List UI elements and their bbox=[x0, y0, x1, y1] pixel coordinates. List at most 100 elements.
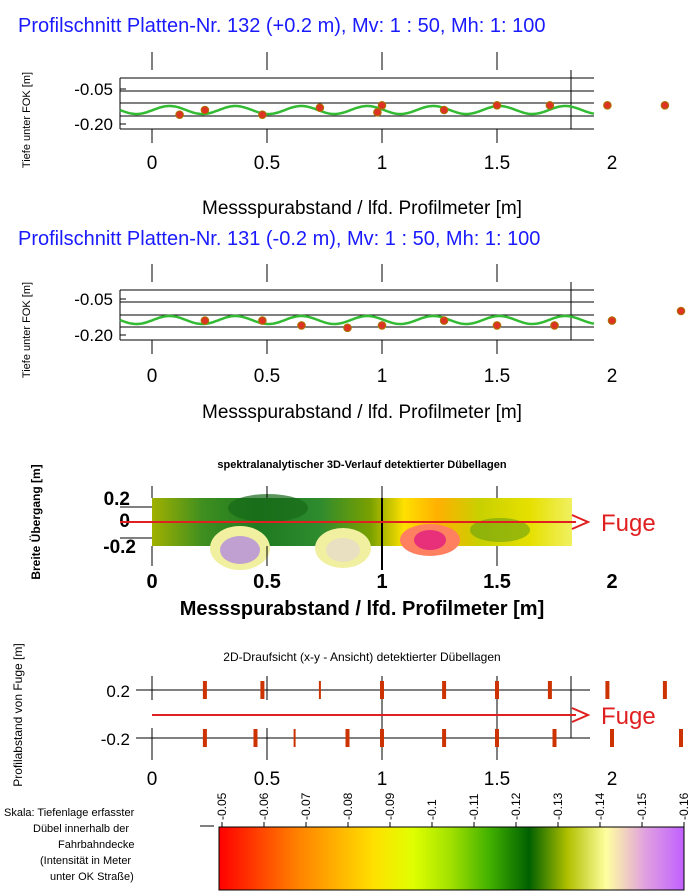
x-tick-label: 0.5 bbox=[253, 571, 281, 593]
data-point bbox=[377, 101, 387, 110]
panel2-points bbox=[200, 306, 686, 333]
color-scale: Skala: Tiefenlage erfasster Dübel innerha… bbox=[4, 792, 691, 891]
panel3-title: spektralanalytischer 3D-Verlauf detektie… bbox=[217, 459, 506, 471]
scale-tick-label: -0.15 bbox=[635, 792, 649, 820]
scale-tick-label: -0.07 bbox=[299, 792, 313, 820]
dowel-mark bbox=[380, 729, 384, 747]
scale-tick-label: -0.09 bbox=[383, 792, 397, 820]
scale-tick-label: -0.16 bbox=[677, 792, 691, 820]
x-tick-label: 1.5 bbox=[484, 769, 510, 790]
panel4-xticks: 00.511.522.533.5 bbox=[147, 769, 618, 790]
data-point bbox=[315, 103, 325, 112]
caption-line: Fahrbahndecke bbox=[58, 839, 134, 851]
panel4-ylabel: Profilabstand von Fuge [m] bbox=[11, 643, 25, 786]
x-tick-label: 0.5 bbox=[254, 366, 280, 387]
scale-tick-label: -0.11 bbox=[467, 793, 481, 820]
dowel-mark bbox=[605, 681, 610, 699]
dowel-mark bbox=[380, 681, 384, 699]
x-tick-label: 0 bbox=[147, 769, 158, 790]
panel2-wave bbox=[119, 314, 595, 326]
dowel-mark bbox=[442, 729, 447, 747]
x-tick-label: 2 bbox=[607, 153, 618, 174]
panel4-ytick: 0.2 bbox=[106, 682, 130, 701]
data-point bbox=[545, 101, 555, 110]
dowel-mark bbox=[202, 729, 207, 747]
dowel-mark bbox=[293, 729, 296, 747]
dowel-mark bbox=[202, 681, 207, 699]
dowel-mark bbox=[318, 681, 321, 699]
data-point bbox=[200, 316, 210, 325]
panel2-ytick: -0.05 bbox=[74, 290, 113, 309]
scale-tick-label: -0.08 bbox=[341, 792, 355, 820]
panel-3: spektralanalytischer 3D-Verlauf detektie… bbox=[28, 459, 656, 620]
panel4-marks bbox=[202, 681, 683, 747]
dowel-mark bbox=[547, 681, 552, 699]
heatmap-blob bbox=[414, 530, 446, 550]
panel-2: Profilschnitt Platten-Nr. 131 (-0.2 m), … bbox=[18, 228, 686, 423]
scale-ticks: -0.05 -0.06 -0.07 -0.08 -0.09 -0.1 -0.11 -0.12 -… bbox=[215, 792, 691, 827]
data-point bbox=[175, 110, 184, 119]
caption-line: Skala: Tiefenlage erfasster bbox=[4, 807, 135, 819]
panel2-title: Profilschnitt Platten-Nr. 131 (-0.2 m), … bbox=[18, 228, 540, 250]
data-point bbox=[439, 316, 449, 325]
scale-caption: Skala: Tiefenlage erfasster Dübel innerha… bbox=[4, 807, 135, 883]
x-tick-label: 0 bbox=[147, 366, 158, 387]
data-point bbox=[492, 101, 502, 110]
panel2-ytick: -0.20 bbox=[74, 326, 113, 345]
data-point bbox=[297, 321, 306, 330]
data-point bbox=[343, 323, 352, 333]
panel1-ytick: -0.20 bbox=[74, 115, 113, 134]
fuge-label: Fuge bbox=[601, 703, 656, 730]
dowel-mark bbox=[260, 681, 265, 699]
data-point bbox=[676, 306, 686, 316]
data-point bbox=[200, 105, 210, 115]
panel2-xticks: 00.511.522.533.5 bbox=[147, 366, 618, 387]
scale-tick-label: -0.1 bbox=[425, 799, 439, 820]
heatmap-blob bbox=[326, 538, 360, 562]
panel-1: Profilschnitt Platten-Nr. 132 (+0.2 m), … bbox=[18, 15, 670, 219]
data-point bbox=[258, 316, 267, 325]
data-point bbox=[377, 321, 387, 330]
panel3-ytick: -0.2 bbox=[103, 537, 136, 558]
data-point bbox=[439, 105, 449, 115]
panel3-xlabel: Messspurabstand / lfd. Profilmeter [m] bbox=[180, 598, 545, 620]
panel1-axes bbox=[119, 52, 594, 143]
panel1-ytick: -0.05 bbox=[74, 80, 113, 99]
caption-line: Dübel innerhalb der bbox=[33, 823, 129, 835]
panel-4: 2D-Draufsicht (x-y - Ansicht) detektiert… bbox=[11, 643, 683, 790]
x-tick-label: 0.5 bbox=[254, 769, 280, 790]
fuge-arrow-head bbox=[571, 707, 591, 723]
x-tick-label: 2 bbox=[607, 769, 618, 790]
x-tick-label: 1.5 bbox=[484, 366, 510, 387]
dowel-mark bbox=[253, 729, 258, 747]
panel2-axes bbox=[119, 264, 594, 354]
scale-tick-label: -0.12 bbox=[509, 792, 523, 820]
data-point bbox=[258, 110, 267, 119]
dowel-mark bbox=[495, 681, 499, 699]
x-tick-label: 1 bbox=[377, 366, 388, 387]
dowel-mark bbox=[679, 729, 683, 747]
panel2-xlabel: Messspurabstand / lfd. Profilmeter [m] bbox=[202, 402, 522, 423]
panel1-xticks: 00.511.522.533.5 bbox=[147, 153, 618, 174]
fuge-label: Fuge bbox=[601, 510, 656, 537]
panel1-ylabel: Tiefe unter FOK [m] bbox=[21, 72, 33, 168]
fuge-arrow-head bbox=[571, 514, 591, 530]
scale-tick-label: -0.05 bbox=[215, 792, 229, 820]
x-tick-label: 1.5 bbox=[483, 571, 511, 593]
dowel-mark bbox=[495, 729, 499, 747]
dowel-mark bbox=[610, 729, 614, 747]
x-tick-label: 1.5 bbox=[484, 153, 510, 174]
caption-line: unter OK Straße) bbox=[50, 871, 134, 883]
panel1-wave bbox=[119, 104, 595, 116]
scale-bar bbox=[218, 826, 685, 891]
heatmap-blob bbox=[228, 494, 308, 522]
data-point bbox=[607, 316, 617, 325]
x-tick-label: 2 bbox=[607, 366, 618, 387]
panel2-ylabel: Tiefe unter FOK [m] bbox=[21, 282, 33, 378]
dowel-mark bbox=[552, 729, 557, 747]
caption-line: (Intensität in Meter bbox=[40, 855, 131, 867]
panel3-ytick: 0.2 bbox=[104, 489, 130, 510]
panel1-xlabel: Messspurabstand / lfd. Profilmeter [m] bbox=[202, 198, 522, 219]
x-tick-label: 0.5 bbox=[254, 153, 280, 174]
heatmap-blob bbox=[470, 518, 530, 542]
